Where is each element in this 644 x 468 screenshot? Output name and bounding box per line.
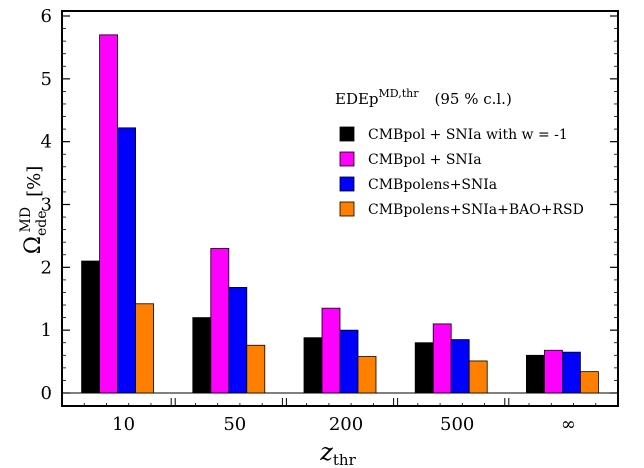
legend-swatch [339, 151, 355, 167]
bar [135, 303, 155, 394]
bar [81, 260, 100, 394]
bar [99, 34, 118, 394]
bar [357, 356, 377, 394]
legend-item: CMBpolens+SNIa [368, 177, 497, 193]
legend-item: CMBpolens+SNIa+BAO+RSD [368, 202, 584, 218]
y-label-unit: [%] [24, 166, 45, 197]
legend-title: EDEpMD,thr (95 % c.l.) [335, 87, 512, 108]
y-axis-label: ΩedeMD [%] [18, 166, 50, 255]
legend-title-sup: MD,thr [379, 87, 420, 100]
bar [192, 317, 212, 394]
x-label-main: z [319, 438, 333, 466]
bar [339, 329, 359, 394]
x-tick-label: 200 [329, 414, 363, 435]
y-tick-label: 5 [41, 69, 52, 90]
y-label-sup: MD [18, 207, 34, 233]
legend-swatch [339, 126, 355, 142]
x-label-sub: thr [333, 451, 357, 468]
bar [321, 307, 341, 394]
x-axis-label: zthr [319, 438, 356, 468]
bar [432, 323, 452, 394]
y-tick-label: 1 [41, 320, 52, 341]
x-axis: 10 50 200 500 ∞ [83, 398, 597, 435]
bar [468, 360, 488, 394]
x-tick-label: 50 [223, 414, 246, 435]
bar [544, 349, 563, 394]
legend-swatch [339, 201, 355, 217]
bar [450, 339, 470, 394]
bar [562, 351, 581, 394]
x-tick-label: 500 [440, 414, 474, 435]
bars [62, 34, 618, 394]
y-tick-label: 2 [41, 257, 52, 278]
bar [210, 248, 230, 394]
y-tick-label: 4 [41, 132, 52, 153]
bar [246, 344, 266, 394]
legend-swatch [339, 176, 355, 192]
y-axis: 0 1 2 3 4 5 6 [41, 6, 618, 404]
bar [580, 371, 599, 394]
x-tick-label: ∞ [561, 414, 576, 435]
legend: EDEpMD,thr (95 % c.l.) CMBpol + SNIa with… [335, 87, 584, 218]
y-tick-label: 3 [41, 195, 52, 216]
legend-item: CMBpol + SNIa with w = -1 [368, 127, 568, 143]
x-tick-label: 10 [112, 414, 135, 435]
plot-frame [61, 10, 619, 407]
bar [303, 337, 323, 394]
y-tick-label: 6 [41, 6, 52, 27]
y-label-main: Ω [21, 236, 46, 254]
svg-text:ΩedeMD[%]: ΩedeMD [%] [18, 166, 50, 255]
y-tick-label: 0 [41, 383, 52, 404]
legend-title-main: EDEp [335, 90, 379, 108]
bar [526, 354, 545, 394]
legend-item: CMBpol + SNIa [368, 152, 482, 168]
bar [117, 127, 136, 394]
bar [414, 342, 434, 394]
bar [228, 287, 248, 394]
y-label-sub: ede [34, 210, 50, 236]
legend-title-note: (95 % c.l.) [434, 90, 511, 108]
